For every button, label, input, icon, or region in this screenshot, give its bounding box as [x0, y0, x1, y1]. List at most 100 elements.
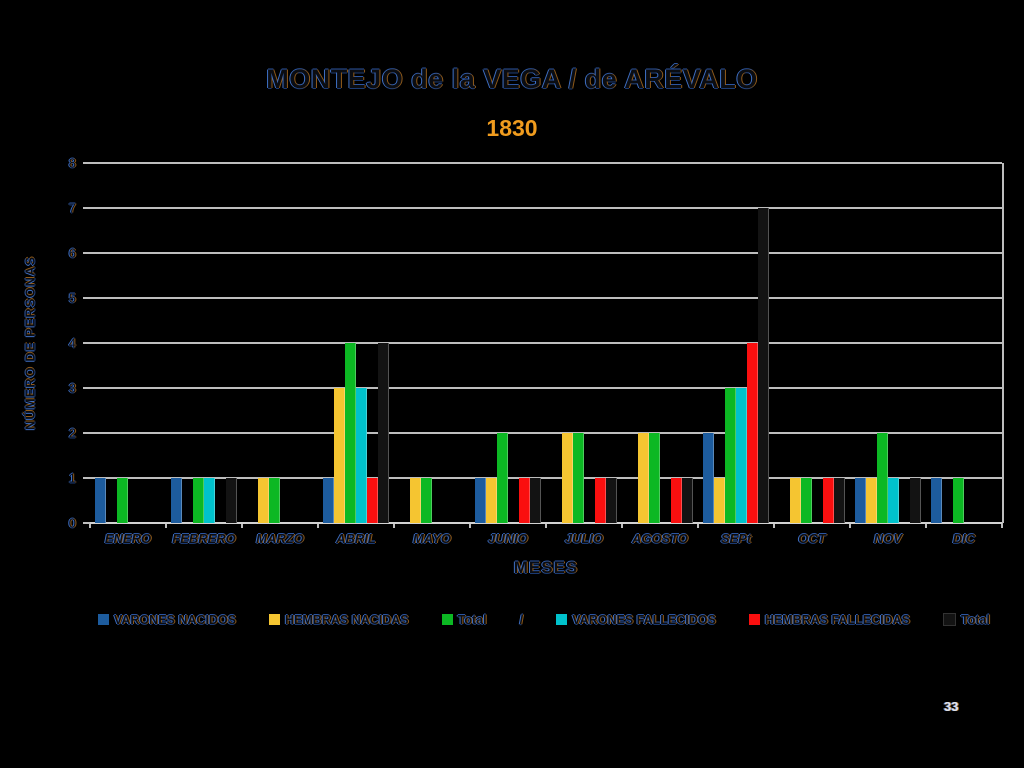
bar [497, 433, 508, 523]
bar-group: DIC [926, 163, 1002, 546]
bar-group: MARZO [242, 163, 318, 546]
legend-swatch [98, 614, 109, 625]
bar [421, 478, 432, 523]
y-axis-tick [83, 342, 90, 344]
bar [530, 478, 541, 523]
gridline [90, 432, 1002, 434]
legend-label: Total [960, 612, 990, 627]
bar-slot [931, 163, 942, 523]
bar-slot [215, 163, 226, 523]
bar-slot [117, 163, 128, 523]
bar [573, 433, 584, 523]
bar [171, 478, 182, 523]
x-axis-tick [164, 523, 167, 528]
bar-slot [139, 163, 150, 523]
bar [606, 478, 617, 523]
bar-slot [595, 163, 606, 523]
y-axis-tick [83, 297, 90, 299]
bar-slot [910, 163, 921, 523]
bar-slot [508, 163, 519, 523]
bar-slot [258, 163, 269, 523]
bar-slot [964, 163, 975, 523]
bar [725, 388, 736, 523]
x-axis-tick [545, 523, 547, 528]
bar-slot [606, 163, 617, 523]
gridline [90, 297, 1002, 299]
bar-slot [323, 163, 334, 523]
bar [638, 433, 649, 523]
bar-slot [269, 163, 280, 523]
bar-slot [410, 163, 421, 523]
x-axis-tick [392, 523, 395, 528]
bar-slot [226, 163, 237, 523]
bar [671, 478, 682, 523]
bar [367, 478, 378, 523]
bar-slot [497, 163, 508, 523]
x-axis-tick [849, 523, 851, 528]
bar-slot [627, 163, 638, 523]
y-tick-label: 0 [68, 515, 76, 531]
bar [834, 478, 845, 523]
bar-slot [454, 163, 465, 523]
bar [736, 388, 747, 523]
groups-row: ENERO FEBRERO MARZO ABRIL MAYO JUNIO JULIO AGOS… [90, 163, 1002, 546]
bar-slot [899, 163, 910, 523]
bar [193, 478, 204, 523]
bar [204, 478, 215, 523]
month-label: AGOSTO [631, 531, 689, 546]
bar-slot [432, 163, 443, 523]
bar [758, 208, 769, 523]
bar-slot [823, 163, 834, 523]
gridline [90, 477, 1002, 479]
bar-slot [247, 163, 258, 523]
month-label: OCT [798, 531, 826, 546]
bar-slot [182, 163, 193, 523]
gridline [90, 162, 1002, 164]
legend: VARONES NACIDOS HEMBRAS NACIDAS Total / VARO… [98, 612, 990, 627]
y-axis-tick [83, 162, 90, 164]
legend-label: HEMBRAS FALLECIDAS [764, 612, 910, 627]
bar-slot [378, 163, 389, 523]
x-axis-tick [1001, 523, 1003, 528]
bar-slot [345, 163, 356, 523]
bar-slot [682, 163, 693, 523]
bar-slot [486, 163, 497, 523]
bar-slot [291, 163, 302, 523]
y-tick-label: 2 [68, 425, 76, 441]
bar-slot [801, 163, 812, 523]
legend-item: HEMBRAS NACIDAS [269, 613, 409, 627]
bar-slot [747, 163, 758, 523]
bar-slot [638, 163, 649, 523]
bar-slot [302, 163, 313, 523]
bar-slot [95, 163, 106, 523]
bar-slot [671, 163, 682, 523]
plot-area: ENERO FEBRERO MARZO ABRIL MAYO JUNIO JULIO AGOS… [83, 162, 1004, 546]
y-tick-label: 8 [68, 155, 76, 171]
bar [682, 478, 693, 523]
bar-slot [855, 163, 866, 523]
bar [410, 478, 421, 523]
bar-slot [986, 163, 997, 523]
month-label: JUNIO [488, 531, 528, 546]
bar-slot [953, 163, 964, 523]
legend-swatch [748, 614, 760, 625]
bar [226, 478, 237, 523]
x-axis-tick [469, 523, 471, 528]
legend-item: Total [942, 612, 990, 627]
bar-slot [812, 163, 823, 523]
y-tick-label: 1 [68, 470, 76, 486]
bar [562, 433, 573, 523]
bar-group: NOV [850, 163, 926, 546]
bar [486, 478, 497, 523]
bar-slot [660, 163, 671, 523]
legend-separator: / [519, 612, 524, 627]
bar-slot [649, 163, 660, 523]
bar [823, 478, 834, 523]
y-tick-label: 5 [68, 290, 76, 306]
bar [747, 343, 758, 523]
x-axis-tick [317, 523, 319, 528]
bar-group: MAYO [394, 163, 470, 546]
bar [334, 388, 345, 523]
bar-slot [530, 163, 541, 523]
bar-slot [975, 163, 986, 523]
